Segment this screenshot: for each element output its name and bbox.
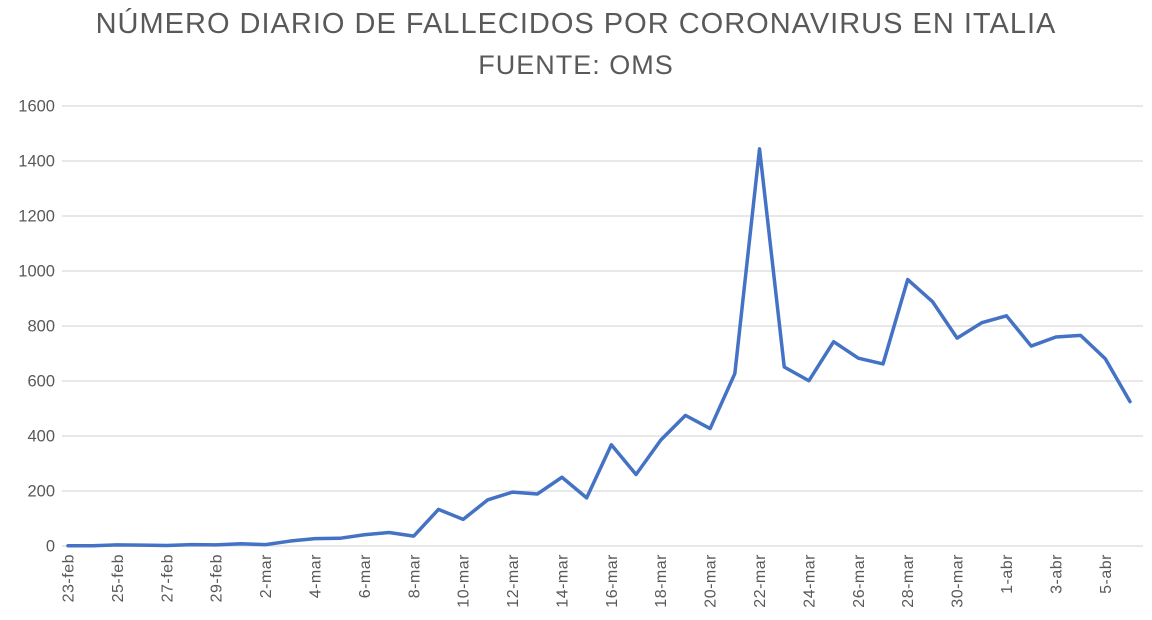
- x-axis-label: 4-mar: [307, 554, 324, 598]
- x-axis-label: 25-feb: [110, 554, 127, 602]
- x-axis-label: 26-mar: [851, 554, 868, 608]
- y-axis-label: 800: [27, 318, 55, 336]
- x-axis-label: 30-mar: [950, 554, 967, 608]
- y-axis-label: 1200: [18, 208, 55, 226]
- x-axis-label: 28-mar: [900, 554, 917, 608]
- chart-title: NÚMERO DIARIO DE FALLECIDOS POR CORONAVI…: [95, 8, 1057, 40]
- x-axis-label: 22-mar: [752, 554, 769, 608]
- x-axis-label: 6-mar: [357, 554, 374, 598]
- x-axis-label: 16-mar: [604, 554, 621, 608]
- x-axis-label: 2-mar: [258, 554, 275, 598]
- y-axis-label: 1600: [18, 98, 55, 116]
- data-line-series: [66, 147, 1132, 548]
- y-axis-label: 200: [27, 483, 55, 501]
- x-axis-label: 12-mar: [505, 554, 522, 608]
- x-axis-label: 23-feb: [61, 554, 78, 602]
- x-axis-label: 20-mar: [703, 554, 720, 608]
- y-axis-label: 0: [46, 538, 55, 556]
- y-axis-label: 400: [27, 428, 55, 446]
- x-axis-label: 29-feb: [209, 554, 226, 602]
- y-axis-label: 1000: [18, 263, 55, 281]
- x-axis-label: 5-abr: [1098, 554, 1115, 594]
- x-axis-label: 14-mar: [554, 554, 571, 608]
- x-axis-label: 10-mar: [456, 554, 473, 608]
- chart-subtitle: FUENTE: OMS: [478, 50, 674, 80]
- y-axis-label: 1400: [18, 153, 55, 171]
- x-axis-label: 8-mar: [406, 554, 423, 598]
- x-axis-label: 18-mar: [653, 554, 670, 608]
- y-axis-label: 600: [27, 373, 55, 391]
- x-axis-label: 27-feb: [159, 554, 176, 602]
- x-axis-label: 1-abr: [999, 554, 1016, 594]
- x-axis-label: 3-abr: [1048, 554, 1065, 594]
- x-axis-label: 24-mar: [801, 554, 818, 608]
